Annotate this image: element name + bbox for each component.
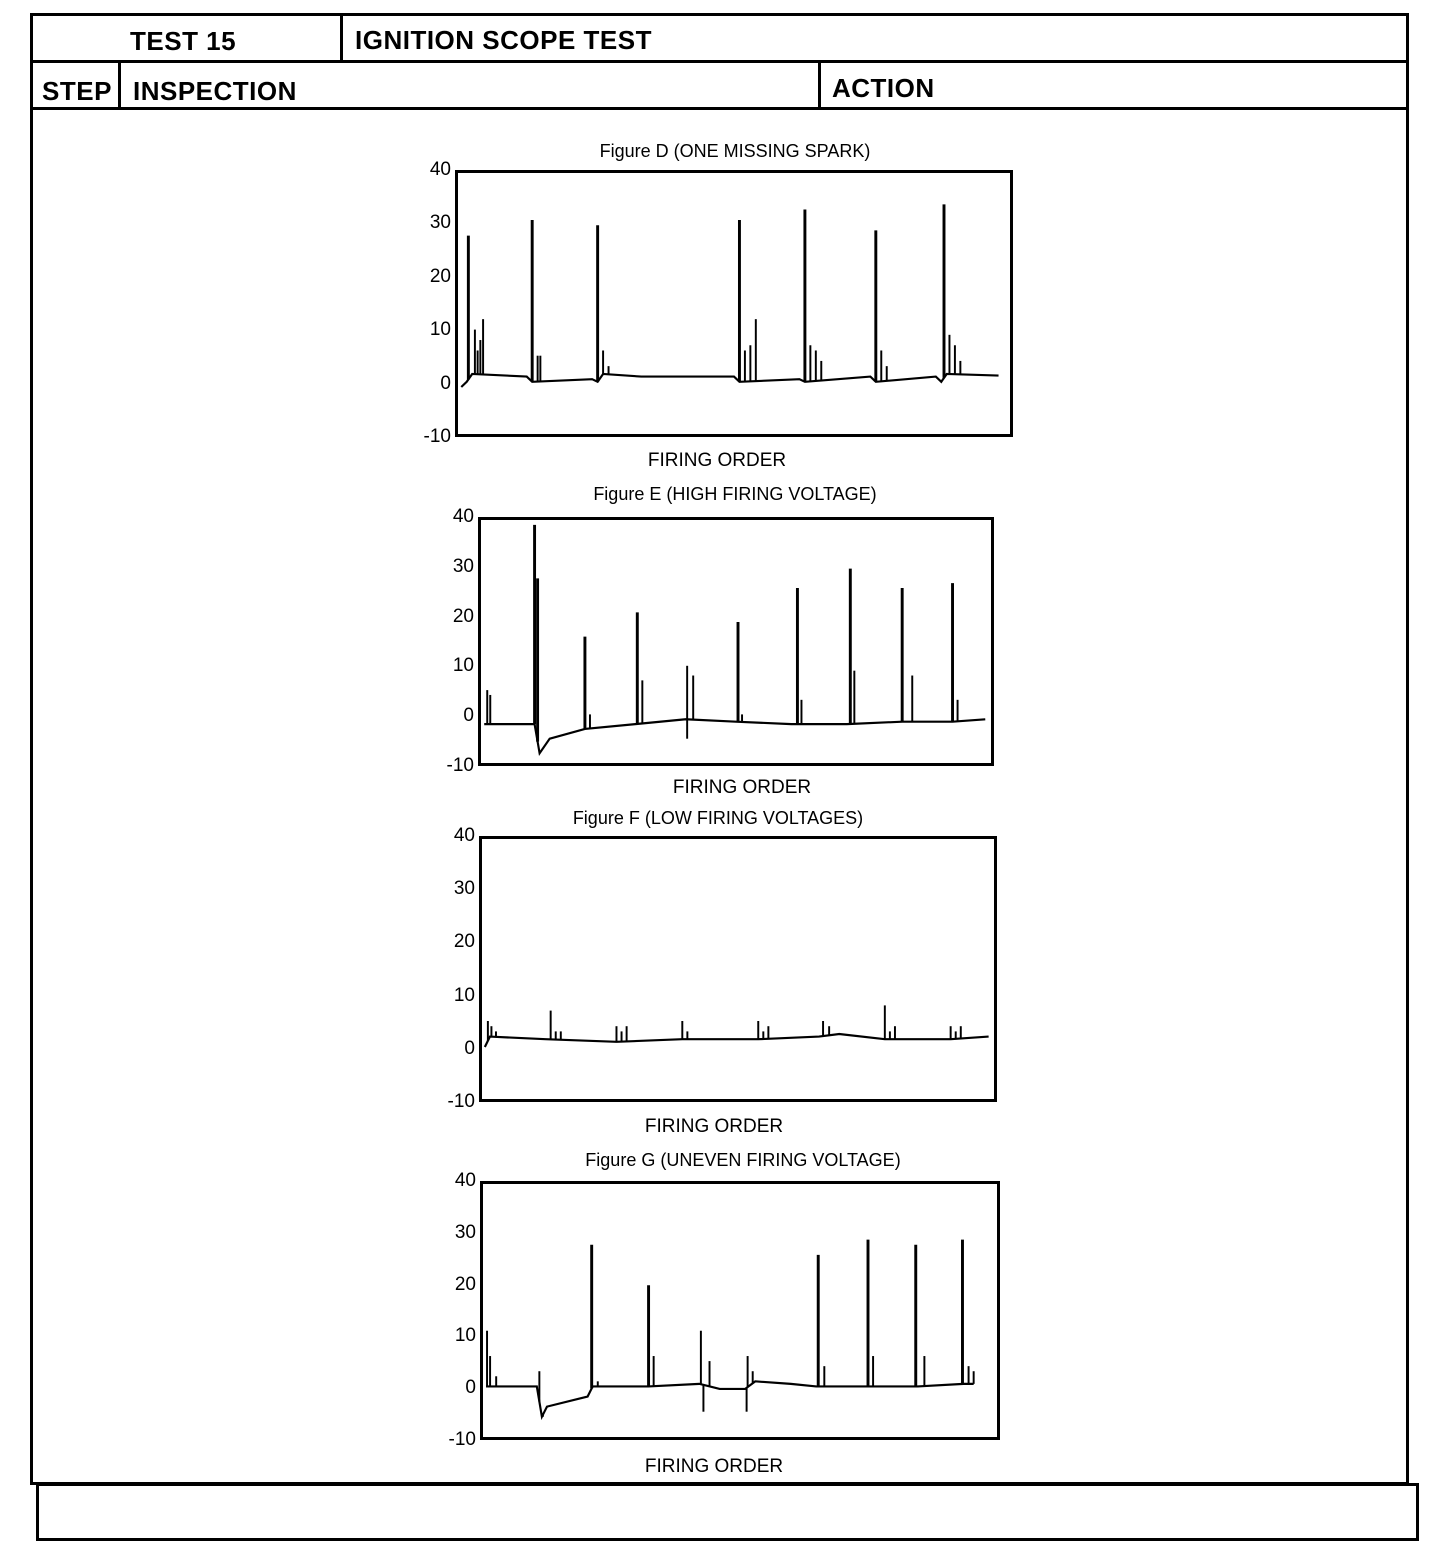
y-tick-label: 10 [454, 1325, 476, 1347]
subheader-divider [30, 107, 1409, 110]
x-axis-label: FIRING ORDER [647, 450, 787, 471]
y-tick-label: 30 [454, 1221, 476, 1243]
test-divider [340, 13, 343, 61]
y-tick-label: 40 [454, 1170, 476, 1191]
x-axis-label: FIRING ORDER [644, 1116, 784, 1137]
test-number: TEST 15 [130, 26, 237, 56]
y-tick-label: 30 [452, 555, 474, 577]
plot-area [480, 1181, 1000, 1440]
y-tick-label: 0 [465, 1377, 476, 1399]
y-tick-label: -10 [447, 1091, 475, 1112]
y-tick-label: 0 [440, 372, 451, 394]
scope-trace [483, 1005, 989, 1048]
step-header: STEP [42, 76, 112, 106]
y-tick-label: -10 [423, 426, 451, 447]
y-tick-label: 20 [454, 1273, 476, 1295]
action-divider [818, 60, 821, 109]
chart-title: Figure G (UNEVEN FIRING VOLTAGE) [585, 1150, 901, 1170]
inspection-header: INSPECTION [133, 76, 297, 106]
plot-area [455, 170, 1013, 437]
y-tick-label: 40 [429, 159, 451, 180]
y-tick-label: 30 [453, 878, 475, 900]
y-tick-label: -10 [448, 1429, 476, 1450]
y-tick-label: 0 [464, 1037, 475, 1059]
y-tick-label: 10 [453, 984, 475, 1006]
y-tick-label: 20 [453, 931, 475, 953]
chart-title: Figure F (LOW FIRING VOLTAGES) [572, 808, 864, 828]
y-tick-label: 0 [463, 705, 474, 727]
y-tick-label: 40 [453, 825, 475, 846]
baseline-trace [484, 718, 986, 757]
y-tick-label: 10 [429, 319, 451, 341]
baseline-trace [460, 372, 999, 388]
y-tick-label: 10 [452, 655, 474, 677]
y-tick-label: 30 [429, 212, 451, 234]
y-tick-label: -10 [446, 755, 474, 776]
scope-trace [460, 204, 999, 388]
plot-area [479, 836, 997, 1102]
action-header: ACTION [832, 73, 935, 103]
plot-area [478, 517, 994, 766]
chart-title: Figure D (ONE MISSING SPARK) [599, 141, 871, 161]
x-axis-label: FIRING ORDER [644, 1456, 784, 1477]
y-tick-label: 40 [452, 506, 474, 527]
test-title: IGNITION SCOPE TEST [355, 25, 652, 55]
scope-trace [484, 524, 986, 757]
y-tick-label: 20 [429, 265, 451, 287]
header-divider [30, 60, 1409, 63]
footer-row [36, 1483, 1419, 1541]
baseline-trace [486, 1380, 974, 1421]
x-axis-label: FIRING ORDER [672, 777, 812, 798]
step-divider [118, 60, 121, 109]
scope-trace [486, 1239, 975, 1421]
chart-title: Figure E (HIGH FIRING VOLTAGE) [593, 484, 877, 504]
y-tick-label: 20 [452, 605, 474, 627]
